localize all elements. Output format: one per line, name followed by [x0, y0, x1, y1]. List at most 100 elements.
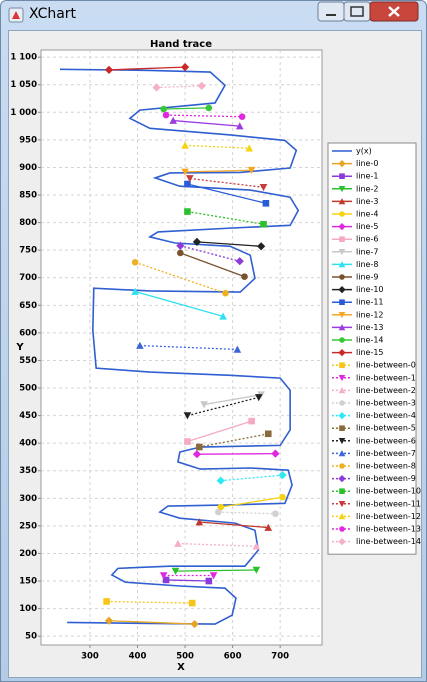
marker	[160, 105, 167, 113]
x-tick-label: 300	[81, 652, 99, 662]
trace-line	[60, 68, 300, 625]
maximize-glyph	[350, 6, 364, 17]
y-tick-label: 700	[19, 273, 37, 283]
series-line	[185, 169, 252, 173]
marker	[338, 286, 346, 294]
marker	[188, 599, 196, 607]
series-line	[218, 511, 276, 515]
x-tick-label: 500	[176, 652, 194, 662]
legend-label: line-15	[356, 348, 384, 357]
marker	[217, 503, 225, 511]
marker	[209, 572, 218, 580]
title-bar: XChart	[1, 1, 426, 29]
legend-label: line-4	[356, 210, 378, 219]
y-tick-label: 500	[19, 384, 37, 394]
marker	[338, 261, 346, 268]
series-line	[177, 542, 257, 547]
marker	[262, 199, 270, 207]
window-title: XChart	[29, 6, 77, 22]
marker	[338, 312, 346, 319]
marker	[235, 257, 244, 266]
legend-label: line-10	[356, 285, 384, 294]
marker	[259, 184, 268, 192]
legend-label: line-0	[356, 159, 378, 168]
y-tick-label: 1 000	[10, 108, 37, 118]
marker	[183, 412, 192, 420]
legend-label: line-7	[356, 247, 378, 256]
marker	[104, 65, 114, 74]
series-line	[166, 579, 209, 582]
x-tick-label: 400	[129, 652, 147, 662]
series-line	[180, 252, 245, 278]
y-tick-label: 150	[19, 577, 37, 587]
y-tick-label: 550	[19, 356, 37, 366]
y-axis-label: Y	[15, 342, 24, 353]
marker	[252, 566, 261, 574]
marker	[338, 438, 346, 445]
y-tick-label: 900	[19, 163, 37, 173]
y-tick-label: 1 050	[10, 80, 37, 90]
y-tick-label: 1 100	[10, 53, 37, 63]
marker	[338, 387, 346, 394]
marker	[241, 273, 248, 280]
marker	[215, 508, 222, 516]
legend-label: line-1	[356, 172, 378, 181]
marker	[279, 493, 286, 501]
legend-label: line-13	[356, 323, 384, 332]
series-line	[139, 344, 238, 351]
legend-label: line-between-7	[356, 449, 416, 458]
marker	[338, 186, 346, 193]
marker	[338, 475, 346, 483]
marker	[169, 116, 177, 124]
legend-label: line-9	[356, 273, 378, 282]
marker	[257, 242, 266, 251]
marker	[338, 349, 346, 357]
legend-label: line-between-4	[356, 411, 416, 420]
series-line	[108, 66, 186, 71]
marker	[338, 198, 346, 205]
marker	[339, 299, 345, 305]
marker	[339, 337, 345, 343]
marker	[238, 113, 246, 121]
legend-label: line-6	[356, 235, 378, 244]
legend-label: line-2	[356, 184, 378, 193]
marker	[219, 312, 227, 320]
marker	[176, 241, 185, 250]
marker	[248, 417, 255, 425]
legend-label: line-between-13	[356, 525, 421, 534]
legend-label: line-between-3	[356, 399, 416, 408]
series-line	[196, 241, 262, 247]
y-tick-label: 300	[19, 494, 37, 504]
marker	[162, 576, 170, 584]
series-line	[156, 85, 202, 89]
marker	[233, 345, 242, 353]
y-tick-label: 600	[19, 328, 37, 338]
marker	[271, 449, 280, 458]
marker	[338, 450, 346, 457]
marker	[338, 249, 346, 256]
marker	[200, 401, 208, 409]
x-axis-label: X	[177, 662, 185, 673]
marker	[235, 122, 244, 130]
legend-label: y(x)	[356, 147, 372, 156]
x-tick-label: 700	[271, 652, 289, 662]
marker	[184, 438, 191, 445]
series-line	[187, 396, 259, 417]
marker	[104, 616, 114, 625]
marker	[186, 175, 194, 183]
series-line	[196, 453, 276, 455]
marker	[162, 111, 170, 119]
marker	[181, 168, 189, 176]
y-tick-label: 950	[19, 135, 37, 145]
y-tick-label: 650	[19, 301, 37, 311]
series-line	[173, 119, 240, 127]
marker	[247, 166, 256, 175]
marker	[339, 425, 345, 431]
marker	[339, 488, 345, 494]
marker	[197, 81, 206, 90]
marker	[196, 443, 203, 451]
series-line	[220, 496, 283, 508]
marker	[192, 450, 202, 459]
y-tick-label: 750	[19, 246, 37, 256]
marker	[338, 501, 346, 508]
